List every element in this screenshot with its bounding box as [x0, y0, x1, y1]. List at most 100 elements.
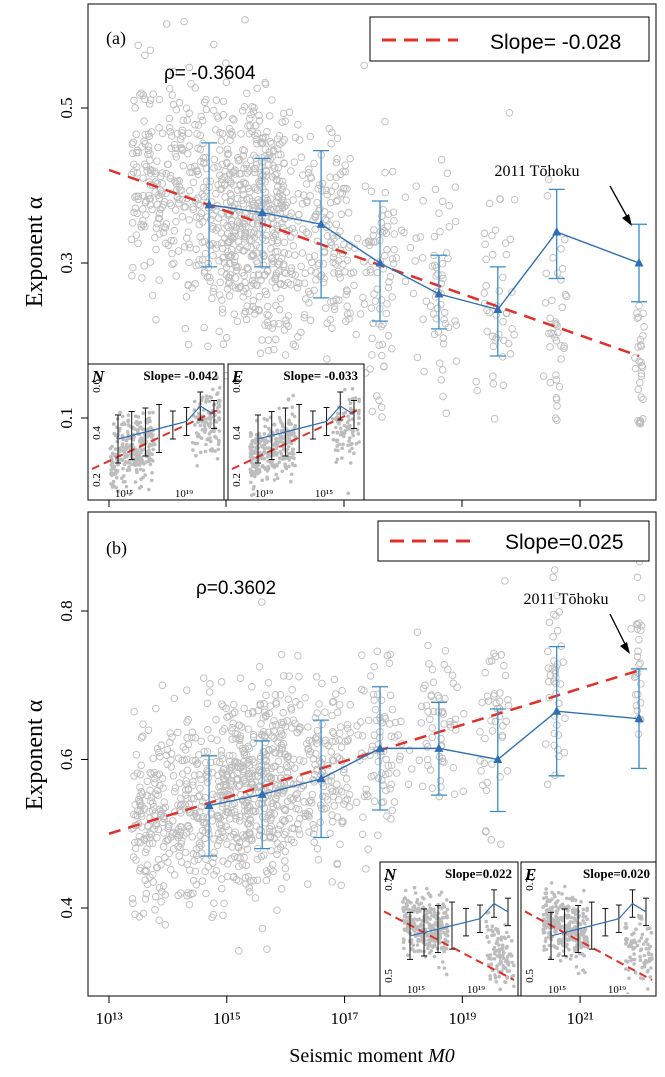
panel-a-point-950: [392, 254, 401, 262]
panel-a-x-ticks: [108, 500, 581, 507]
panel-b-point-423: [165, 849, 173, 858]
panel-b-point-1202: [631, 673, 639, 682]
panel-b-point-329: [158, 681, 167, 690]
panel-a-inset-n-points: [91, 375, 222, 498]
panel-a-inset-e-point-339: [265, 439, 270, 444]
panel-b-inset-n-point-314: [495, 928, 499, 932]
panel-a-point-1193: [631, 364, 640, 373]
panel-b-point-892: [278, 721, 287, 729]
panel-b-inset-e-point-379: [547, 916, 551, 920]
panel-a-point-527: [270, 345, 278, 354]
panel-a-inset-e-point-285: [278, 418, 283, 423]
panel-b-point-770: [313, 736, 321, 744]
panel-b-inset-e-point-264: [573, 933, 578, 937]
panel-b-point-556: [274, 825, 283, 834]
panel-b-point-956: [391, 733, 399, 741]
panel-a-inset-n-point-356: [133, 414, 138, 419]
panel-a-point-162: [189, 205, 197, 214]
panel-b-inset-n-point-351: [510, 960, 514, 965]
panel-a-inset-n-point-11: [141, 468, 146, 473]
panel-a-inset-n-point-367: [137, 439, 142, 444]
panel-a-inset-e-point-228: [286, 421, 291, 425]
panel-b-point-817: [305, 807, 314, 816]
panel-b-point-972: [385, 659, 394, 667]
panel-b-point-437: [280, 805, 288, 813]
panel-b-inset-n-point-119: [432, 954, 437, 959]
panel-a-inset-n-point-315: [144, 451, 148, 456]
panel-a-point-606: [325, 124, 334, 133]
panel-b-point-765: [341, 797, 350, 805]
panel-b-point-859: [236, 791, 245, 799]
panel-a-inset-n-point-262: [111, 479, 116, 484]
panel-a-point-1042: [440, 315, 448, 324]
panel-b-inset-n-point-52: [442, 949, 446, 954]
panel-a-point-12: [231, 252, 239, 261]
panel-b-point-465: [230, 700, 238, 709]
panel-b-inset-n-point-343: [497, 974, 502, 979]
panel-b-point-552: [146, 769, 155, 777]
panel-a-point-1067: [430, 330, 439, 339]
panel-b-point-1037: [459, 787, 468, 796]
panel-b-point-805: [287, 802, 296, 811]
panel-a-point-856: [275, 267, 283, 276]
panel-b-point-1107: [498, 733, 506, 741]
panel-b-point-272: [177, 889, 185, 897]
panel-a-point-105: [176, 186, 184, 194]
panel-a-point-167: [198, 116, 207, 125]
panel-a-point-936: [329, 258, 337, 267]
panel-a-point-959: [381, 188, 390, 197]
panel-a-point-865: [267, 255, 276, 263]
xlabel-main: Seismic moment: [289, 1045, 428, 1067]
panel-a-point-983: [353, 234, 362, 243]
panel-a-point-165: [159, 228, 168, 237]
panel-b-point-1055: [440, 720, 448, 728]
panel-b-inset-n-point-375: [441, 946, 446, 950]
panel-b-point-1157: [561, 714, 569, 722]
panel-b-point-1163: [545, 618, 554, 627]
panel-a-inset-e-point-362: [252, 457, 256, 461]
panel-b-point-1169: [544, 678, 553, 686]
panel-b-point-243: [223, 860, 232, 868]
panel-b-point-659: [245, 761, 254, 769]
panel-b-inset-n-point-219: [426, 891, 431, 896]
panel-b-inset-e-point-219: [558, 924, 562, 929]
panel-a-point-804: [306, 132, 315, 141]
panel-b-point-297: [195, 751, 203, 759]
panel-a-inset-e-point-375: [270, 430, 275, 435]
panel-a-point-1062: [422, 297, 431, 306]
panel-a-point-812: [336, 227, 344, 235]
panel-b-point-116: [136, 797, 144, 806]
panel-b-inset-e-point-349: [542, 948, 546, 952]
panel-b-point-797: [258, 730, 266, 739]
panel-b-point-529: [203, 699, 212, 708]
panel-b-inset-e-point-159: [557, 922, 562, 926]
panel-b-inset-e-point-317: [565, 926, 570, 931]
panel-a-point-1187: [631, 354, 639, 362]
panel-a-inset-e-point-146: [248, 467, 252, 472]
panel-a-inset-n-point-288: [108, 446, 113, 451]
panel-b-point-399: [134, 820, 143, 828]
panel-a-point-306: [244, 122, 252, 130]
panel-b-inset-n-point-281: [428, 894, 433, 899]
panel-a-point-884: [247, 281, 255, 290]
panel-b-inset-e-point-221: [642, 961, 646, 965]
panel-b-point-1181: [635, 661, 643, 669]
panel-b-inset-n-point-358: [417, 907, 422, 912]
panel-b-inset-e-point-184: [583, 927, 588, 932]
panel-b-binned-means: [201, 645, 647, 857]
panel-b-point-612: [279, 776, 288, 785]
panel-b-point-532: [193, 813, 201, 821]
panel-a-inset-e-point-267: [351, 429, 356, 433]
panel-b-inset-e-point-136: [545, 911, 549, 916]
panel-a-point-309: [145, 191, 153, 200]
panel-a-point-100: [183, 116, 191, 124]
panel-a-point-228: [166, 171, 175, 180]
panel-b-inset-n-point-316: [415, 918, 420, 922]
panel-a-point-718: [287, 167, 295, 175]
panel-a-point-707: [331, 182, 340, 190]
panel-a-inset-e-point-86: [330, 417, 335, 421]
panel-a-point-8: [254, 305, 263, 314]
panel-a-point-968: [401, 277, 410, 286]
panel-a-inset-e-point-27: [274, 446, 279, 451]
panel-a-point-796: [302, 228, 311, 237]
